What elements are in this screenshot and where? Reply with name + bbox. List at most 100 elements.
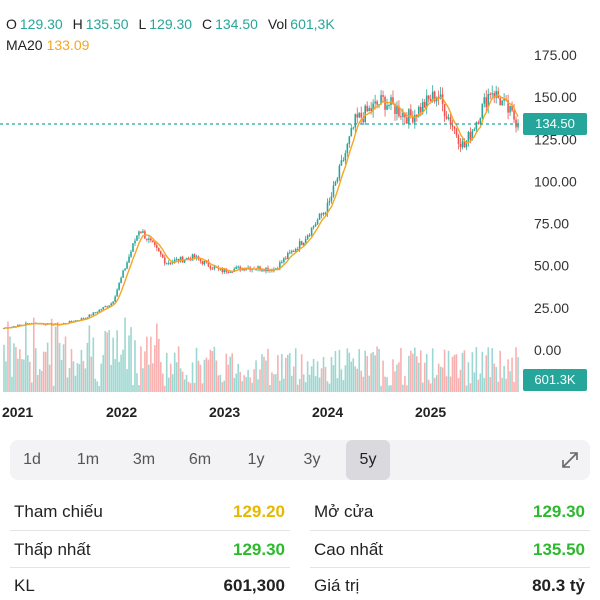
price-candle — [483, 97, 486, 104]
volume-bar — [340, 369, 343, 392]
volume-bar — [495, 367, 497, 392]
volume-bar — [239, 371, 241, 392]
price-candle — [374, 101, 376, 104]
open-stat-value: 129.30 — [533, 502, 585, 521]
open-label: O — [6, 16, 17, 32]
close-label: C — [201, 16, 213, 32]
volume-bar — [360, 370, 363, 392]
volume-bar — [253, 369, 255, 392]
price-candle — [201, 261, 204, 265]
value-value: 80.3 tỷ — [532, 576, 585, 595]
volume-bar — [437, 363, 440, 392]
volume-bar — [511, 357, 513, 392]
range-6m[interactable]: 6m — [188, 451, 212, 468]
volume-bar — [152, 363, 154, 392]
price-candle — [288, 252, 291, 254]
volume-bar — [501, 377, 503, 392]
volume-bar — [350, 361, 353, 392]
price-candle — [294, 248, 297, 252]
volume-bar — [58, 342, 61, 392]
price-candle — [245, 268, 247, 271]
price-candle — [400, 116, 402, 118]
price-candle — [394, 104, 396, 114]
price-candle — [487, 93, 490, 108]
price-candle — [330, 196, 333, 201]
price-candle — [98, 309, 101, 312]
price-candle — [310, 227, 313, 236]
volume-bar — [302, 374, 305, 392]
volume-bar — [19, 349, 21, 392]
price-candle — [344, 152, 347, 161]
price-candle — [159, 251, 162, 255]
price-candle — [148, 238, 150, 240]
price-chart[interactable]: 175.00 150.00 125.00 100.00 75.00 50.00 25.00 0… — [0, 0, 600, 430]
volume-bar — [467, 362, 470, 392]
price-candle — [451, 125, 454, 127]
volume-bar — [279, 380, 281, 392]
price-candle — [243, 268, 245, 271]
range-1m[interactable]: 1m — [76, 451, 100, 468]
price-candle — [479, 118, 482, 124]
price-candle — [447, 117, 450, 119]
price-candle — [406, 117, 408, 124]
volume-bar — [330, 357, 333, 392]
price-candle — [173, 259, 176, 262]
range-3y[interactable]: 3y — [303, 451, 321, 468]
price-candle — [342, 160, 345, 162]
volume-bar — [179, 368, 182, 392]
volume-bar — [314, 376, 317, 392]
stats-row-2: Thấp nhất 129.30 Cao nhất 135.50 — [0, 532, 600, 568]
range-5y[interactable]: 5y — [346, 440, 390, 480]
volume-bar — [275, 374, 277, 392]
price-candle — [94, 312, 97, 314]
volume-bar — [235, 373, 237, 392]
price-candle — [453, 126, 456, 129]
volume-bar — [76, 363, 79, 392]
price-candle — [124, 268, 126, 271]
volume-bar — [316, 361, 319, 392]
price-candle — [138, 231, 140, 236]
price-candle — [511, 105, 513, 111]
range-3m[interactable]: 3m — [132, 451, 156, 468]
volume-bar — [3, 344, 5, 392]
volume-bar — [408, 355, 410, 392]
volume-bar — [515, 347, 517, 392]
volume-bar — [410, 350, 412, 392]
volume-bar — [96, 381, 99, 392]
price-candle — [169, 262, 172, 264]
price-candle — [116, 289, 118, 297]
range-1y[interactable]: 1y — [247, 451, 265, 468]
price-candle — [318, 213, 321, 220]
volume-bar — [122, 349, 124, 392]
range-1d[interactable]: 1d — [23, 451, 41, 468]
price-candle — [90, 314, 93, 316]
volume-bar — [191, 362, 194, 392]
price-candle — [163, 257, 166, 264]
volume-bar — [146, 336, 148, 392]
price-candle — [187, 258, 190, 260]
volume-bar — [292, 366, 295, 392]
ma-label: MA20 — [6, 37, 43, 53]
price-candle — [130, 251, 132, 257]
price-candle — [219, 268, 222, 270]
price-candle — [396, 106, 398, 114]
price-axis-label: 0.00 — [534, 342, 561, 358]
volume-bar — [195, 347, 198, 392]
volume-bar — [72, 361, 75, 392]
volume-bar — [400, 347, 402, 392]
expand-icon[interactable] — [550, 440, 590, 480]
volume-bar — [108, 330, 110, 392]
volume-bar — [406, 385, 408, 392]
volume-bar — [300, 354, 303, 392]
volume-bar — [267, 348, 269, 392]
price-candle — [346, 143, 349, 153]
volume-bar — [211, 351, 214, 392]
volume-bar — [457, 378, 460, 392]
price-candle — [255, 269, 257, 271]
price-candle — [384, 96, 386, 110]
price-candle — [120, 277, 122, 284]
stats-row-3: KL 601,300 Giá trị 80.3 tỷ — [0, 568, 600, 600]
volume-bar — [80, 349, 83, 392]
price-candle — [257, 266, 259, 270]
volume-bar — [88, 325, 91, 392]
